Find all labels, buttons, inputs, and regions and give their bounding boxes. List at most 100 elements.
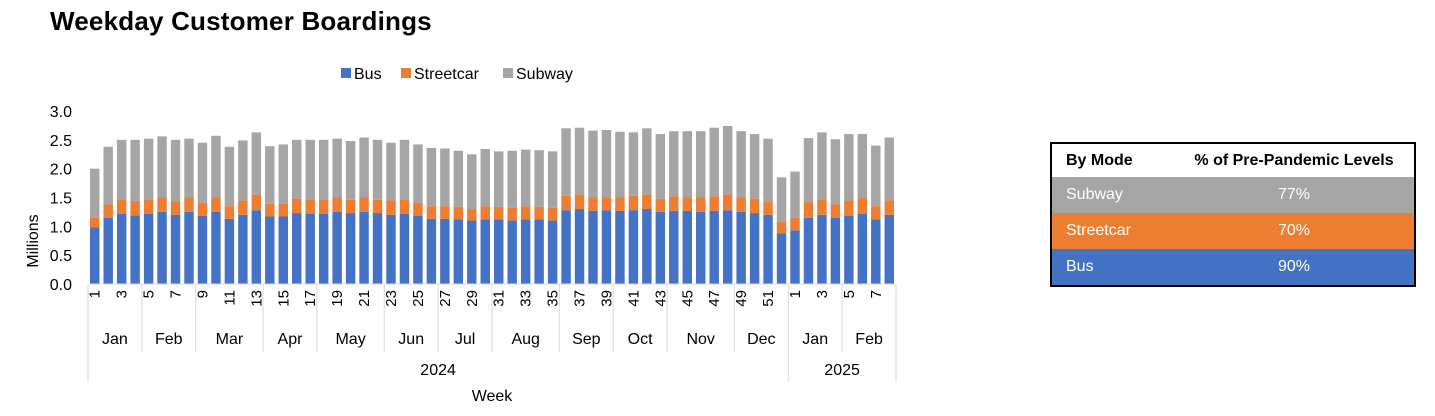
bar-subway-20 — [345, 140, 356, 200]
week-tick-label: 39 — [599, 290, 616, 307]
year-label: 2024 — [420, 362, 456, 379]
bar-streetcar-39 — [601, 197, 612, 211]
bar-bus-56 — [830, 217, 841, 284]
month-label: Mar — [216, 331, 244, 348]
bar-subway-40 — [615, 131, 625, 198]
bar-streetcar-24 — [399, 199, 410, 214]
bar-subway-57 — [844, 134, 854, 201]
week-tick-label: 35 — [545, 290, 562, 307]
percent-cell: 77% — [1277, 186, 1311, 203]
bar-subway-55 — [817, 132, 827, 200]
mode-percentage-table: By Mode % of Pre-Pandemic Levels Subway 7… — [1050, 142, 1416, 287]
month-label: Jul — [455, 331, 475, 348]
bar-streetcar-35 — [547, 207, 558, 221]
bar-streetcar-46 — [696, 197, 706, 212]
bar-streetcar-50 — [749, 198, 760, 214]
bar-bus-46 — [696, 211, 706, 284]
bar-streetcar-36 — [561, 195, 571, 211]
percent-cell: 90% — [1277, 258, 1311, 275]
bar-bus-41 — [628, 210, 639, 284]
year-label: 2025 — [824, 362, 860, 379]
bar-subway-5 — [143, 138, 154, 200]
bar-streetcar-5 — [143, 199, 154, 214]
bar-subway-24 — [399, 139, 410, 200]
bar-bus-12 — [238, 214, 248, 284]
y-tick-label: 3.0 — [50, 104, 72, 121]
bar-subway-6 — [157, 136, 167, 198]
bar-bus-39 — [601, 210, 612, 284]
week-tick-label: 3 — [814, 290, 831, 298]
week-tick-label: 21 — [356, 290, 373, 307]
bar-streetcar-51 — [763, 202, 773, 215]
bar-bus-28 — [453, 219, 464, 284]
bar-streetcar-29 — [467, 209, 477, 221]
bar-streetcar-6 — [157, 197, 167, 212]
month-label: Dec — [747, 331, 775, 348]
chart-title: Weekday Customer Boardings — [50, 6, 432, 36]
bar-bus-27 — [440, 218, 450, 284]
bar-subway-2 — [103, 146, 113, 205]
bar-bus-18 — [318, 213, 329, 284]
bar-streetcar-47 — [709, 196, 719, 211]
bar-streetcar-33 — [520, 206, 531, 220]
bar-subway-9 — [197, 142, 208, 203]
bar-streetcar-21 — [359, 197, 369, 212]
bar-streetcar-44 — [669, 196, 679, 211]
bar-bus-17 — [305, 213, 315, 284]
bar-subway-10 — [211, 135, 221, 198]
y-tick-label: 0.0 — [50, 277, 72, 294]
bar-subway-34 — [534, 150, 544, 207]
week-tick-label: 47 — [706, 290, 723, 307]
header-pre-pandemic: % of Pre-Pandemic Levels — [1174, 143, 1415, 177]
bar-bus-30 — [480, 219, 490, 284]
bar-bus-26 — [426, 218, 437, 284]
bar-bus-45 — [682, 210, 692, 284]
bar-streetcar-16 — [292, 198, 302, 214]
bar-streetcar-38 — [588, 197, 598, 211]
bar-bus-58 — [857, 213, 868, 284]
bar-bus-24 — [399, 213, 410, 284]
bar-subway-37 — [574, 127, 585, 195]
bar-streetcar-41 — [628, 195, 639, 211]
bar-bus-22 — [372, 213, 383, 284]
bar-bus-53 — [790, 230, 800, 284]
bar-bus-8 — [184, 211, 194, 284]
bar-bus-54 — [803, 217, 814, 284]
week-tick-label: 9 — [195, 290, 212, 298]
bar-streetcar-52 — [776, 221, 787, 234]
bar-subway-21 — [359, 137, 369, 198]
mode-cell: Bus — [1066, 258, 1094, 275]
bar-streetcar-53 — [790, 217, 800, 231]
week-tick-label: 15 — [275, 290, 292, 307]
bar-streetcar-23 — [386, 200, 396, 215]
bar-bus-51 — [763, 214, 773, 284]
week-tick-label: 7 — [868, 290, 885, 298]
week-tick-label: 17 — [302, 290, 319, 307]
bar-subway-13 — [251, 132, 262, 195]
mode-cell: Subway — [1066, 186, 1123, 203]
bar-bus-60 — [884, 214, 894, 284]
bar-subway-4 — [130, 139, 140, 201]
bar-streetcar-45 — [682, 197, 692, 211]
bar-bus-52 — [776, 233, 787, 284]
bar-subway-27 — [440, 148, 450, 207]
table-header-row: By Mode % of Pre-Pandemic Levels — [1051, 143, 1415, 177]
bar-subway-8 — [184, 138, 194, 198]
bar-subway-15 — [278, 144, 288, 204]
month-label: Feb — [155, 331, 183, 348]
bar-streetcar-32 — [507, 207, 517, 221]
bar-streetcar-7 — [170, 201, 181, 215]
bar-subway-18 — [318, 139, 329, 200]
bar-bus-19 — [332, 211, 342, 284]
bar-subway-16 — [292, 139, 302, 199]
bar-bus-48 — [722, 210, 733, 284]
bar-bus-1 — [90, 227, 100, 284]
bar-bus-49 — [736, 211, 746, 284]
bar-subway-17 — [305, 139, 315, 200]
y-tick-label: 0.5 — [50, 248, 72, 265]
bar-subway-47 — [709, 127, 719, 197]
bar-subway-11 — [224, 146, 235, 207]
bar-subway-33 — [520, 149, 531, 207]
bar-bus-9 — [197, 215, 208, 284]
bars — [90, 125, 894, 284]
